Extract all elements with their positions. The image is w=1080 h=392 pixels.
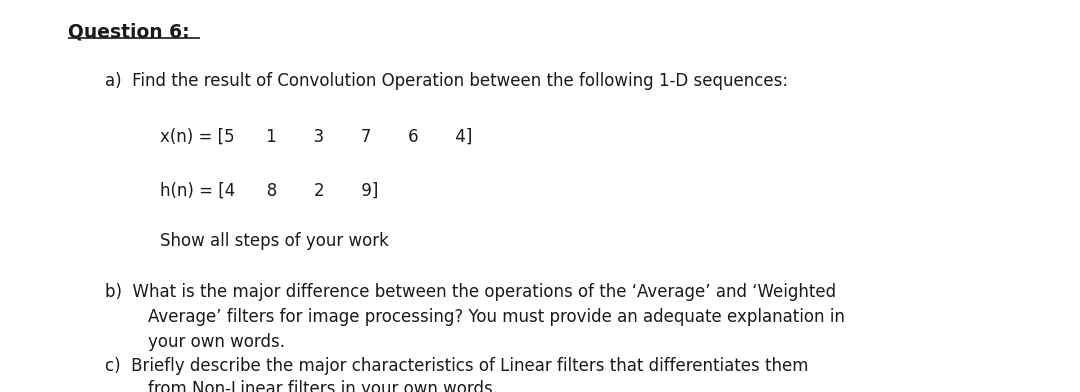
Text: Question 6:: Question 6: bbox=[68, 22, 190, 41]
Text: Show all steps of your work: Show all steps of your work bbox=[160, 232, 389, 250]
Text: c)  Briefly describe the major characteristics of Linear filters that differenti: c) Briefly describe the major characteri… bbox=[105, 357, 809, 375]
Text: x(n) = [5      1       3       7       6       4]: x(n) = [5 1 3 7 6 4] bbox=[160, 128, 472, 146]
Text: your own words.: your own words. bbox=[148, 333, 285, 351]
Text: a)  Find the result of Convolution Operation between the following 1-D sequences: a) Find the result of Convolution Operat… bbox=[105, 72, 788, 90]
Text: Average’ filters for image processing? You must provide an adequate explanation : Average’ filters for image processing? Y… bbox=[148, 308, 845, 326]
Text: h(n) = [4      8       2       9]: h(n) = [4 8 2 9] bbox=[160, 182, 378, 200]
Text: from Non-Linear filters in your own words.: from Non-Linear filters in your own word… bbox=[148, 380, 498, 392]
Text: b)  What is the major difference between the operations of the ‘Average’ and ‘We: b) What is the major difference between … bbox=[105, 283, 836, 301]
